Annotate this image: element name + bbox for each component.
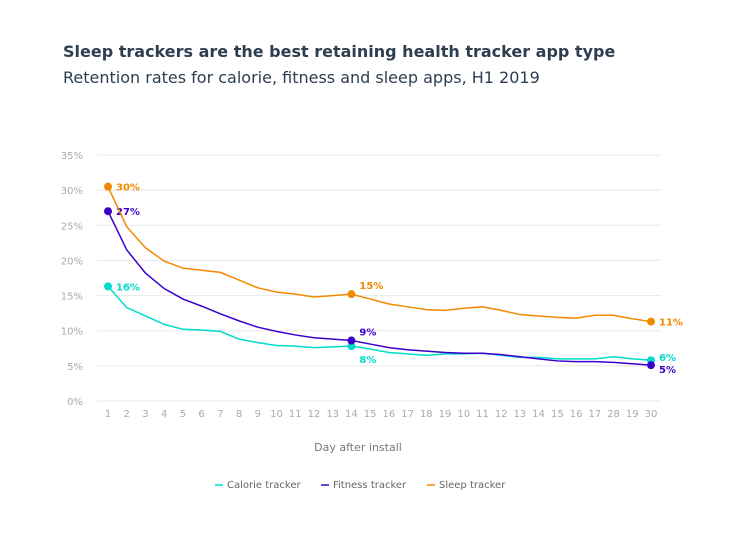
x-tick-label: 2	[124, 409, 130, 420]
y-tick-label: 0%	[67, 397, 83, 408]
series-line-calorie-tracker	[107, 285, 652, 361]
series-line-sleep-tracker	[107, 186, 652, 323]
y-tick-label: 20%	[61, 256, 83, 267]
x-tick-label: 10	[270, 409, 283, 420]
data-label: 8%	[359, 355, 376, 366]
data-point	[104, 207, 112, 216]
x-tick-label: 12	[495, 409, 508, 420]
series-line-fitness-tracker	[107, 210, 652, 366]
legend-label: Calorie tracker	[227, 480, 301, 491]
legend-label: Fitness tracker	[333, 480, 407, 491]
chart-subtitle: Retention rates for calorie, fitness and…	[63, 68, 540, 87]
x-tick-label: 16	[570, 409, 583, 420]
data-label: 9%	[359, 328, 376, 339]
x-tick-label: 17	[588, 409, 601, 420]
x-tick-label: 4	[161, 409, 167, 420]
x-tick-label: 18	[420, 409, 433, 420]
data-point	[347, 336, 356, 345]
x-tick-label: 12	[308, 409, 321, 420]
data-point	[647, 317, 655, 326]
x-axis-label: Day after install	[314, 441, 402, 454]
data-label: 30%	[116, 183, 140, 194]
y-tick-label: 5%	[67, 362, 83, 373]
legend-label: Sleep tracker	[439, 480, 506, 491]
y-tick-label: 10%	[61, 327, 83, 338]
x-tick-label: 11	[476, 409, 489, 420]
x-tick-label: 6	[198, 409, 204, 420]
x-tick-label: 15	[364, 409, 377, 420]
chart-title: Sleep trackers are the best retaining he…	[63, 42, 616, 61]
x-tick-label: 28	[607, 409, 620, 420]
data-point	[347, 342, 356, 351]
data-point	[647, 361, 655, 370]
x-tick-label: 13	[326, 409, 339, 420]
y-tick-label: 35%	[61, 151, 83, 162]
data-label: 16%	[116, 282, 140, 293]
x-tick-label: 1	[105, 409, 111, 420]
x-tick-label: 17	[401, 409, 414, 420]
y-tick-label: 30%	[61, 186, 83, 197]
x-tick-label: 14	[345, 409, 358, 420]
x-tick-label: 5	[180, 409, 186, 420]
y-tick-label: 25%	[61, 221, 83, 232]
x-tick-label: 11	[289, 409, 302, 420]
data-label: 5%	[659, 365, 676, 376]
x-tick-label: 7	[217, 409, 223, 420]
x-tick-label: 15	[551, 409, 564, 420]
x-tick-label: 30	[645, 409, 658, 420]
x-tick-label: 13	[514, 409, 527, 420]
data-point	[347, 290, 356, 299]
data-label: 27%	[116, 207, 140, 218]
x-tick-label: 16	[382, 409, 395, 420]
y-tick-label: 15%	[61, 292, 83, 303]
x-tick-label: 9	[255, 409, 261, 420]
data-label: 11%	[659, 318, 683, 329]
x-tick-label: 3	[142, 409, 148, 420]
data-label: 15%	[359, 281, 383, 292]
x-tick-label: 19	[439, 409, 452, 420]
x-tick-label: 19	[626, 409, 639, 420]
x-tick-label: 10	[457, 409, 470, 420]
x-tick-label: 14	[532, 409, 545, 420]
x-tick-label: 8	[236, 409, 242, 420]
data-label: 6%	[659, 353, 676, 364]
data-point	[104, 282, 112, 291]
data-point	[104, 182, 112, 191]
